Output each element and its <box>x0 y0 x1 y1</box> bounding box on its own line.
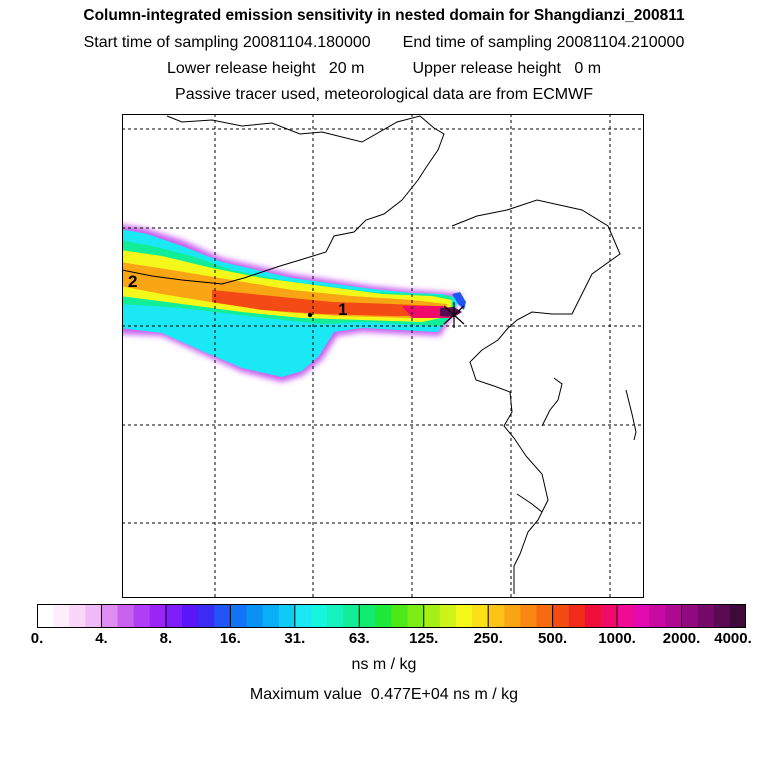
colorbar-cell <box>407 604 425 628</box>
colorbar-tick-label: 125. <box>409 630 439 647</box>
colorbar-cell <box>101 604 119 628</box>
maximum-value-units: ns m / kg <box>453 686 519 703</box>
sensitivity-plume <box>122 224 466 382</box>
map-frame <box>122 114 644 598</box>
colorbar-cell <box>713 604 731 628</box>
upper-release-label: Upper release height <box>412 60 561 77</box>
colorbar-cell <box>37 604 54 628</box>
colorbar-frame <box>37 604 746 628</box>
maximum-value-line: Maximum value 0.477E+04 ns m / kg <box>0 686 768 704</box>
receptor-marker <box>443 302 465 328</box>
sampling-time-line: Start time of sampling 20081104.180000 En… <box>0 34 768 52</box>
colorbar-cell <box>729 604 746 628</box>
colorbar-cell <box>165 604 183 628</box>
colorbar-cell <box>391 604 409 628</box>
colorbar-tick-label: 31. <box>284 630 306 647</box>
colorbar-cell <box>520 604 538 628</box>
colorbar-tick-label: 63. <box>348 630 370 647</box>
release-height-line: Lower release height 20 m Upper release h… <box>0 60 768 78</box>
colorbar-cell <box>53 604 70 628</box>
end-time-label: End time of sampling <box>402 34 553 51</box>
upper-release-value: 0 m <box>574 60 602 77</box>
lower-release-label: Lower release height <box>166 60 316 77</box>
colorbar-tick-label: 8. <box>159 630 173 647</box>
trajectory-label-2: 2 <box>128 272 137 291</box>
lat-lon-grid <box>122 114 644 598</box>
colorbar-cell <box>149 604 167 628</box>
tracer-note: Passive tracer used, meteorological data… <box>175 86 593 103</box>
colorbar-tick-label: 4. <box>95 630 108 647</box>
colorbar-cell <box>681 604 699 628</box>
end-time-value: 20081104.210000 <box>556 34 685 51</box>
colorbar-tick-label: 4000. <box>714 630 752 647</box>
colorbar-cell <box>246 604 264 628</box>
coastlines-borders <box>122 115 637 594</box>
colorbar-cell <box>472 604 489 628</box>
colorbar-cell <box>665 604 683 628</box>
colorbar <box>37 604 746 628</box>
colorbar-cell <box>423 604 441 628</box>
colorbar-cell <box>536 604 554 628</box>
colorbar-cells <box>37 604 746 628</box>
maximum-value-label: Maximum value <box>249 686 362 703</box>
colorbar-cell <box>488 604 505 628</box>
colorbar-cell <box>310 604 328 628</box>
colorbar-tick-label: 250. <box>473 630 503 647</box>
start-time-label: Start time of sampling <box>83 34 239 51</box>
colorbar-cell <box>327 604 344 628</box>
colorbar-cell <box>117 604 135 628</box>
colorbar-cell <box>343 604 360 628</box>
colorbar-cell <box>230 604 248 628</box>
trajectory-label-1: 1 <box>338 300 347 319</box>
colorbar-cell <box>375 604 393 628</box>
colorbar-tick-label: 16. <box>219 630 241 647</box>
colorbar-cell <box>359 604 376 628</box>
colorbar-tick-label: 2000. <box>662 630 701 647</box>
map-background <box>122 114 644 598</box>
colorbar-cell <box>439 604 457 628</box>
colorbar-cell <box>504 604 522 628</box>
colorbar-units: ns m / kg <box>351 656 417 673</box>
colorbar-cell <box>649 604 667 628</box>
lower-release-value: 20 m <box>328 60 365 77</box>
colorbar-cell <box>69 604 86 628</box>
emission-sensitivity-map: 1 2 <box>122 114 644 598</box>
colorbar-dividers <box>100 604 683 628</box>
colorbar-tick-label: 0. <box>30 630 44 647</box>
trajectory-dot <box>307 312 313 318</box>
colorbar-cell <box>633 604 650 628</box>
colorbar-cell <box>182 604 199 628</box>
colorbar-cell <box>214 604 231 628</box>
colorbar-cell <box>697 604 715 628</box>
colorbar-cell <box>584 604 602 628</box>
colorbar-cell <box>262 604 280 628</box>
colorbar-cell <box>85 604 103 628</box>
plume-red-core <box>212 290 447 316</box>
colorbar-cell <box>552 604 570 628</box>
colorbar-cell <box>133 604 151 628</box>
plume-source-tip <box>452 292 466 310</box>
maximum-value: 0.477E+04 <box>370 686 449 703</box>
plot-title: Column-integrated emission sensitivity i… <box>83 7 685 24</box>
start-time-value: 20081104.180000 <box>242 34 371 51</box>
colorbar-cell <box>455 604 473 628</box>
colorbar-cell <box>617 604 634 628</box>
colorbar-cell <box>278 604 296 628</box>
colorbar-cell <box>600 604 618 628</box>
colorbar-tick-label: 500. <box>538 630 568 647</box>
colorbar-cell <box>568 604 586 628</box>
colorbar-tick-label: 1000. <box>598 630 636 647</box>
colorbar-cell <box>198 604 215 628</box>
colorbar-cell <box>294 604 312 628</box>
